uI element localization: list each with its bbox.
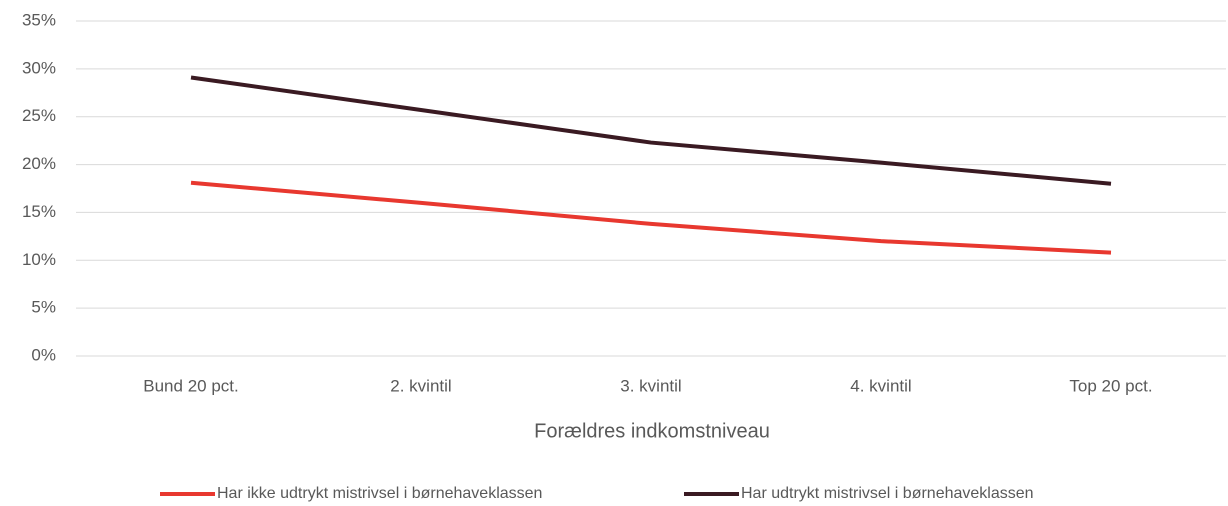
x-axis-title: Forældres indkomstniveau xyxy=(534,420,770,442)
y-tick-label: 15% xyxy=(22,202,56,221)
y-tick-label: 30% xyxy=(22,58,56,77)
y-tick-label: 10% xyxy=(22,250,56,269)
x-tick-label: Top 20 pct. xyxy=(1069,376,1152,395)
y-tick-label: 5% xyxy=(31,298,56,317)
series-line xyxy=(190,75,1112,186)
legend-label: Har ikke udtrykt mistrivsel i børnehavek… xyxy=(217,485,542,502)
x-tick-label: 2. kvintil xyxy=(390,376,451,395)
legend-label: Har udtrykt mistrivsel i børnehaveklasse… xyxy=(741,485,1034,502)
y-tick-label: 20% xyxy=(22,154,56,173)
x-tick-label: Bund 20 pct. xyxy=(143,376,238,395)
x-tick-label: 4. kvintil xyxy=(850,376,911,395)
x-tick-label: 3. kvintil xyxy=(620,376,681,395)
y-tick-label: 0% xyxy=(31,345,56,364)
y-tick-label: 25% xyxy=(22,106,56,125)
series-line xyxy=(190,180,1112,255)
y-tick-label: 35% xyxy=(22,10,56,29)
